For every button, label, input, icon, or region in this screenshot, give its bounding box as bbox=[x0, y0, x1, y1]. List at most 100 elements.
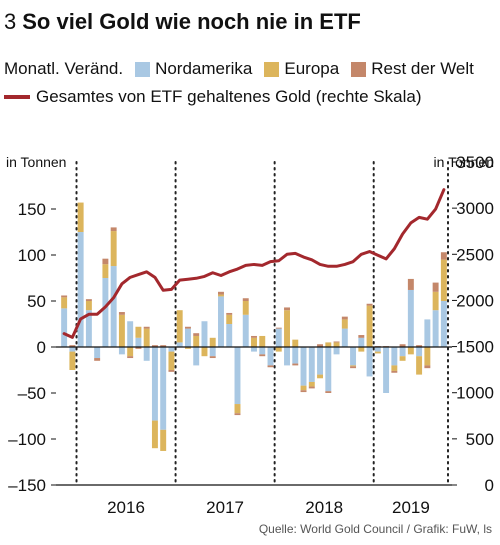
north-america-bar bbox=[399, 347, 406, 357]
europe-bar bbox=[242, 301, 249, 315]
legend-row-1: Monatl. Veränd. Nordamerika Europa Rest … bbox=[4, 58, 474, 80]
north-america-bar bbox=[61, 308, 68, 347]
north-america-bar bbox=[209, 347, 216, 357]
rest-bar bbox=[259, 354, 266, 357]
europe-bar bbox=[234, 404, 241, 414]
europe-bar bbox=[184, 347, 191, 349]
rest-bar bbox=[440, 252, 447, 260]
north-america-bar bbox=[69, 347, 76, 352]
north-america-bar bbox=[94, 347, 101, 359]
europe-bar bbox=[201, 347, 208, 357]
north-america-swatch bbox=[135, 61, 151, 77]
y-left-tick-label: –100 bbox=[8, 430, 46, 449]
y-left-tick-label: 0 bbox=[37, 338, 46, 357]
legend-north-america-label: Nordamerika bbox=[155, 59, 253, 78]
y-left-tick-label: 150 bbox=[18, 200, 46, 219]
y-right-tick-label: 1000 bbox=[456, 384, 494, 403]
rest-bar bbox=[85, 299, 92, 301]
north-america-bar bbox=[341, 328, 348, 347]
rest-bar bbox=[284, 307, 290, 311]
europe-bar bbox=[160, 429, 167, 451]
europe-bar bbox=[358, 347, 365, 352]
europe-bar bbox=[416, 356, 423, 375]
y-right-tick-label: 0 bbox=[485, 476, 494, 495]
rest-bar bbox=[333, 341, 340, 343]
europe-bar bbox=[251, 337, 257, 347]
north-america-bar bbox=[176, 342, 183, 347]
rest-bar bbox=[358, 335, 365, 338]
rest-bar bbox=[102, 258, 109, 265]
legend-rest-label: Rest der Welt bbox=[371, 59, 474, 78]
north-america-bar bbox=[143, 347, 150, 361]
europe-bar bbox=[317, 374, 324, 379]
rest-bar bbox=[168, 370, 175, 372]
y-right-tick-label: 500 bbox=[466, 430, 494, 449]
north-america-bar bbox=[160, 347, 167, 430]
europe-bar bbox=[424, 347, 431, 366]
legend-left-label: Monatl. Veränd. bbox=[4, 59, 124, 78]
rest-bar bbox=[251, 335, 257, 338]
rest-bar bbox=[184, 326, 191, 329]
europe-bar bbox=[102, 264, 109, 278]
x-year-label: 2019 bbox=[392, 498, 430, 517]
north-america-bar bbox=[168, 347, 175, 352]
y-right-tick-label: 3000 bbox=[456, 199, 494, 218]
north-america-bar bbox=[193, 347, 200, 366]
y-right-label: in Tonnen bbox=[434, 154, 494, 170]
axes-layer: –150–100–5005010015005001000150020002500… bbox=[8, 153, 494, 517]
rest-bar bbox=[160, 345, 167, 347]
legend-total-line-label: Gesamtes von ETF gehaltenes Gold (rechte… bbox=[36, 87, 422, 106]
europe-bar bbox=[432, 291, 439, 311]
north-america-bar bbox=[284, 347, 290, 366]
europe-bar bbox=[391, 365, 398, 371]
y-right-tick-label: 2500 bbox=[456, 245, 494, 264]
north-america-bar bbox=[242, 314, 249, 347]
rest-swatch bbox=[351, 61, 367, 77]
north-america-bar bbox=[440, 301, 447, 347]
europe-bar bbox=[69, 351, 76, 370]
north-america-bar bbox=[383, 347, 390, 393]
europe-bar bbox=[110, 231, 117, 267]
europe-bar bbox=[366, 305, 373, 347]
north-america-bar bbox=[358, 337, 365, 347]
rest-bar bbox=[151, 345, 158, 347]
total-etf-gold-line bbox=[62, 188, 446, 339]
europe-bar bbox=[407, 347, 414, 355]
rest-bar bbox=[135, 347, 142, 349]
rest-bar bbox=[350, 366, 357, 369]
north-america-bar bbox=[292, 347, 299, 364]
y-right-tick-label: 3500 bbox=[456, 153, 494, 172]
rest-bar bbox=[275, 327, 282, 329]
europe-bar bbox=[399, 356, 406, 361]
y-left-tick-label: 100 bbox=[18, 246, 46, 265]
rest-bar bbox=[399, 344, 406, 347]
rest-bar bbox=[391, 370, 398, 373]
north-america-bar bbox=[259, 347, 266, 355]
rest-bar bbox=[341, 316, 348, 320]
europe-bar bbox=[168, 351, 175, 370]
north-america-bar bbox=[151, 347, 158, 421]
europe-bar bbox=[284, 310, 290, 347]
y-left-tick-label: 50 bbox=[27, 292, 46, 311]
europe-bar bbox=[218, 294, 224, 297]
europe-bar bbox=[226, 314, 233, 324]
rest-bar bbox=[69, 345, 76, 347]
north-america-bar bbox=[432, 310, 439, 347]
europe-bar bbox=[127, 347, 134, 357]
grid-layer bbox=[75, 161, 449, 486]
north-america-bar bbox=[135, 337, 142, 347]
europe-bar bbox=[176, 310, 183, 343]
y-left-tick-label: –50 bbox=[18, 384, 46, 403]
total-line-layer bbox=[62, 188, 446, 339]
europe-bar bbox=[143, 328, 150, 347]
north-america-bar bbox=[184, 328, 191, 347]
europe-bar bbox=[77, 202, 84, 232]
rest-bar bbox=[193, 333, 200, 336]
north-america-bar bbox=[416, 347, 423, 357]
rest-bar bbox=[325, 391, 332, 393]
north-america-bar bbox=[407, 289, 414, 347]
total-line-swatch bbox=[4, 95, 30, 99]
rest-bar bbox=[242, 298, 249, 301]
north-america-bar bbox=[218, 296, 224, 347]
rest-bar bbox=[218, 291, 224, 295]
